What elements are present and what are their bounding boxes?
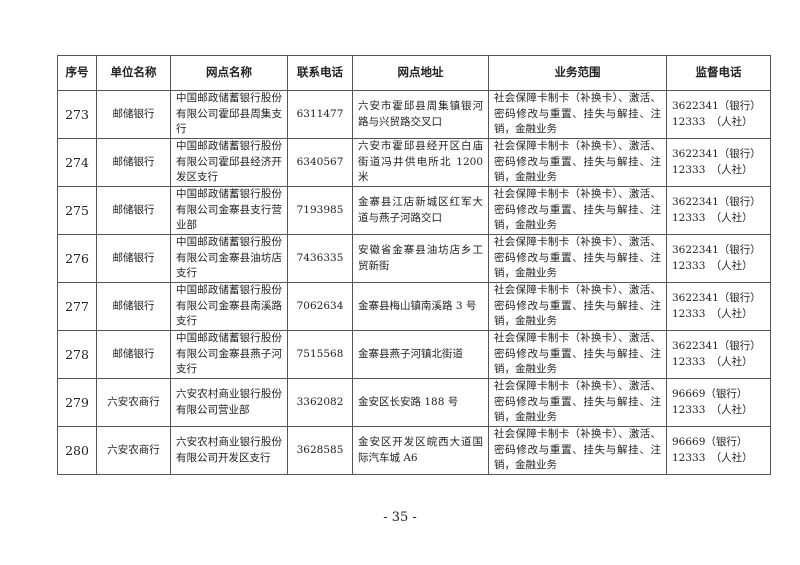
bank-supervision-phone: 96669（银行） [672,436,748,448]
unit-name: 邮储银行 [96,90,171,139]
header-address: 网点地址 [352,55,489,91]
row-number: 273 [57,90,97,139]
contact-phone: 7193985 [287,186,353,235]
supervision-phone: 3622341（银行） 12333 （人社） [666,234,771,283]
branch-name: 中国邮政储蓄银行股份有限公司金寨县南溪路支行 [170,282,288,331]
hrss-supervision-phone: 12333 （人社） [672,307,753,320]
supervision-phone: 96669（银行） 12333 （人社） [666,426,771,475]
contact-phone: 6311477 [287,90,353,139]
branch-address: 金安区长安路 188 号 [352,378,489,427]
header-supervision-phone: 监督电话 [666,55,771,91]
table-row: 275 邮储银行 中国邮政储蓄银行股份有限公司金寨县支行营业部 7193985 金寨县江… [57,186,771,235]
table-row: 280 六安农商行 六安农村商业银行股份有限公司开发区支行 3628585 金安区开发区… [57,426,771,475]
supervision-phone: 3622341（银行） 12333 （人社） [666,330,771,379]
branch-name: 中国邮政储蓄银行股份有限公司霍邱县周集支行 [170,90,288,139]
bank-supervision-phone: 3622341（银行） [672,340,761,352]
unit-name: 六安农商行 [96,378,171,427]
supervision-phone: 3622341（银行） 12333 （人社） [666,186,771,235]
bank-supervision-phone: 3622341（银行） [672,292,761,304]
branch-address: 金寨县江店新城区红军大道与燕子河路交口 [352,186,489,235]
row-number: 276 [57,234,97,283]
unit-name: 邮储银行 [96,138,171,187]
table-row: 278 邮储银行 中国邮政储蓄银行股份有限公司金寨县燕子河支行 7515568 金寨县燕… [57,330,771,379]
contact-phone: 7436335 [287,234,353,283]
branch-name: 中国邮政储蓄银行股份有限公司金寨县支行营业部 [170,186,288,235]
branch-name: 六安农村商业银行股份有限公司营业部 [170,378,288,427]
contact-phone: 7515568 [287,330,353,379]
business-scope: 社会保障卡制卡（补换卡）、激活、密码修改与重置、挂失与解挂、注销，金融业务 [488,426,667,475]
branch-address: 金寨县梅山镇南溪路 3 号 [352,282,489,331]
hrss-supervision-phone: 12333 （人社） [672,163,753,176]
unit-name: 六安农商行 [96,426,171,475]
branch-address: 六安市霍邱县经开区白庙街道冯井供电所北 1200 米 [352,138,489,187]
row-number: 277 [57,282,97,331]
hrss-supervision-phone: 12333 （人社） [672,115,753,128]
supervision-phone: 3622341（银行） 12333 （人社） [666,138,771,187]
branch-address: 金安区开发区皖西大道国际汽车城 A6 [352,426,489,475]
branch-address: 六安市霍邱县周集镇银河路与兴贸路交叉口 [352,90,489,139]
table-row: 279 六安农商行 六安农村商业银行股份有限公司营业部 3362082 金安区长安路 1… [57,378,771,427]
unit-name: 邮储银行 [96,186,171,235]
unit-name: 邮储银行 [96,282,171,331]
hrss-supervision-phone: 12333 （人社） [672,403,753,416]
business-scope: 社会保障卡制卡（补换卡）、激活、密码修改与重置、挂失与解挂、注销，金融业务 [488,234,667,283]
row-number: 279 [57,378,97,427]
business-scope: 社会保障卡制卡（补换卡）、激活、密码修改与重置、挂失与解挂、注销，金融业务 [488,282,667,331]
bank-supervision-phone: 3622341（银行） [672,148,761,160]
table-row: 277 邮储银行 中国邮政储蓄银行股份有限公司金寨县南溪路支行 7062634 金寨县梅… [57,282,771,331]
hrss-supervision-phone: 12333 （人社） [672,259,753,272]
contact-phone: 3362082 [287,378,353,427]
contact-phone: 7062634 [287,282,353,331]
hrss-supervision-phone: 12333 （人社） [672,355,753,368]
header-no: 序号 [57,55,97,91]
branch-name: 六安农村商业银行股份有限公司开发区支行 [170,426,288,475]
page-number: - 35 - [383,510,417,525]
table-header-row: 序号 单位名称 网点名称 联系电话 网点地址 业务范围 监督电话 [57,55,771,91]
business-scope: 社会保障卡制卡（补换卡）、激活、密码修改与重置、挂失与解挂、注销，金融业务 [488,186,667,235]
table-row: 273 邮储银行 中国邮政储蓄银行股份有限公司霍邱县周集支行 6311477 六安市霍邱… [57,90,771,139]
hrss-supervision-phone: 12333 （人社） [672,211,753,224]
row-number: 278 [57,330,97,379]
branch-name: 中国邮政储蓄银行股份有限公司金寨县燕子河支行 [170,330,288,379]
branch-address: 金寨县燕子河镇北街道 [352,330,489,379]
unit-name: 邮储银行 [96,234,171,283]
header-unit: 单位名称 [96,55,171,91]
header-branch-name: 网点名称 [170,55,288,91]
row-number: 274 [57,138,97,187]
business-scope: 社会保障卡制卡（补换卡）、激活、密码修改与重置、挂失与解挂、注销，金融业务 [488,378,667,427]
row-number: 280 [57,426,97,475]
business-scope: 社会保障卡制卡（补换卡）、激活、密码修改与重置、挂失与解挂、注销，金融业务 [488,90,667,139]
business-scope: 社会保障卡制卡（补换卡）、激活、密码修改与重置、挂失与解挂、注销，金融业务 [488,138,667,187]
table-row: 276 邮储银行 中国邮政储蓄银行股份有限公司金寨县油坊店支行 7436335 安徽省金… [57,234,771,283]
supervision-phone: 3622341（银行） 12333 （人社） [666,282,771,331]
business-scope: 社会保障卡制卡（补换卡）、激活、密码修改与重置、挂失与解挂、注销，金融业务 [488,330,667,379]
supervision-phone: 96669（银行） 12333 （人社） [666,378,771,427]
branch-table: 序号 单位名称 网点名称 联系电话 网点地址 业务范围 监督电话 273 邮储银行… [57,55,771,475]
header-scope: 业务范围 [488,55,667,91]
header-phone: 联系电话 [287,55,353,91]
bank-supervision-phone: 3622341（银行） [672,244,761,256]
row-number: 275 [57,186,97,235]
table-row: 274 邮储银行 中国邮政储蓄银行股份有限公司霍邱县经济开发区支行 6340567 六安… [57,138,771,187]
hrss-supervision-phone: 12333 （人社） [672,451,753,464]
bank-supervision-phone: 3622341（银行） [672,196,761,208]
contact-phone: 3628585 [287,426,353,475]
branch-name: 中国邮政储蓄银行股份有限公司金寨县油坊店支行 [170,234,288,283]
branch-name: 中国邮政储蓄银行股份有限公司霍邱县经济开发区支行 [170,138,288,187]
bank-supervision-phone: 96669（银行） [672,388,748,400]
unit-name: 邮储银行 [96,330,171,379]
contact-phone: 6340567 [287,138,353,187]
branch-address: 安徽省金寨县油坊店乡工贸新街 [352,234,489,283]
supervision-phone: 3622341（银行） 12333 （人社） [666,90,771,139]
bank-supervision-phone: 3622341（银行） [672,100,761,112]
